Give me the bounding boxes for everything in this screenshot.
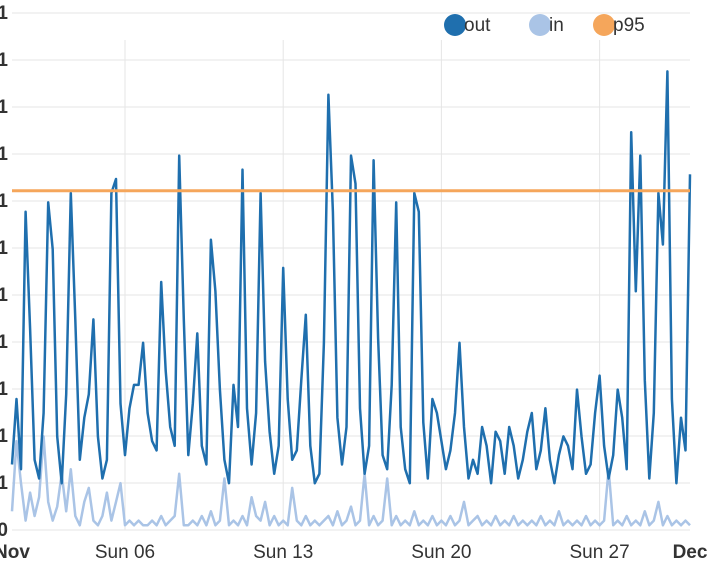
y-tick-label: 1: [0, 97, 8, 118]
y-tick-label: 1: [0, 3, 8, 24]
y-tick-label: 1: [0, 238, 8, 259]
y-tick-label: 0: [0, 520, 8, 541]
y-tick-label: 1: [0, 50, 8, 71]
y-axis-tick-labels: 0 1 1 1 1 1 1 1 1 1 1 1: [0, 3, 8, 541]
y-tick-label: 1: [0, 379, 8, 400]
x-tick-label: Sun 13: [253, 542, 313, 563]
legend: out in p95: [444, 14, 645, 36]
legend-swatch-out: [444, 14, 466, 36]
x-tick-label: Sun 27: [569, 542, 629, 563]
y-tick-label: 1: [0, 285, 8, 306]
x-tick-label: Sun 06: [95, 542, 155, 563]
y-tick-label: 1: [0, 426, 8, 447]
legend-swatch-p95: [593, 14, 615, 36]
gridlines: [12, 12, 690, 531]
x-tick-label: Sun 20: [411, 542, 471, 563]
y-tick-label: 1: [0, 191, 8, 212]
x-tick-label: Dec: [673, 542, 708, 563]
plot-area: [10, 70, 692, 527]
y-tick-label: 1: [0, 473, 8, 494]
series-line-out: [10, 70, 692, 485]
y-tick-label: 1: [0, 332, 8, 353]
legend-label-out: out: [464, 15, 491, 36]
legend-label-in: in: [549, 15, 564, 36]
y-tick-label: 1: [0, 144, 8, 165]
series-line-in: [10, 435, 691, 527]
x-tick-label: Nov: [0, 542, 30, 563]
legend-swatch-in: [529, 14, 551, 36]
x-axis-tick-labels: Nov Sun 06 Sun 13 Sun 20 Sun 27 Dec: [0, 542, 708, 563]
legend-label-p95: p95: [613, 15, 645, 36]
